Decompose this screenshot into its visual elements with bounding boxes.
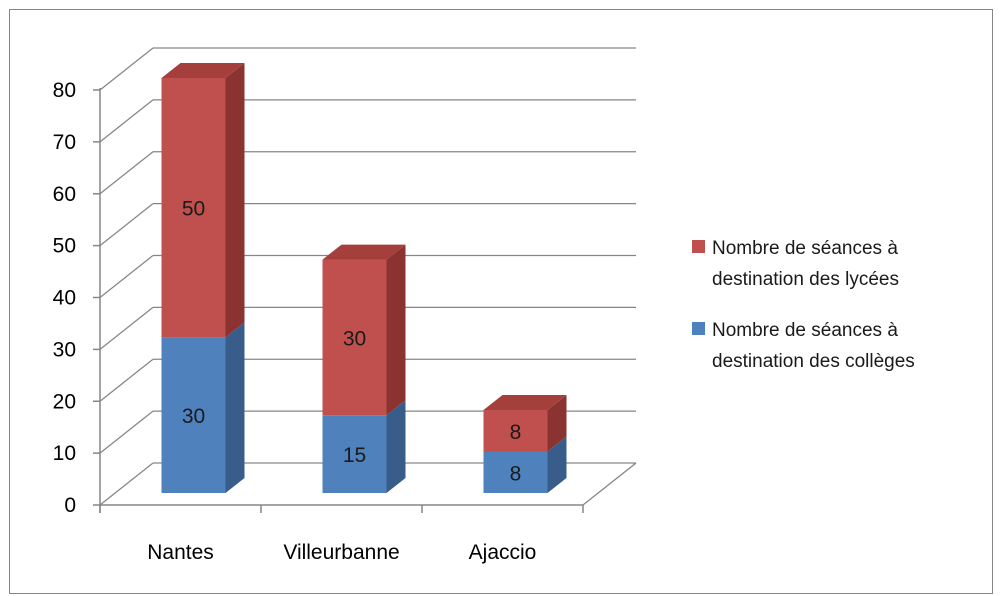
legend-label-s1-line0: Nombre de séances à (712, 238, 898, 259)
bar-villeurbanne-s0 (322, 415, 387, 493)
x-tick-labels: Nantes Villeurbanne Ajaccio (147, 541, 536, 564)
data-label-nantes-s0: 30 (182, 405, 205, 428)
data-label-ajaccio-s0: 8 (510, 462, 522, 485)
bar-side-villeurbanne-s1 (386, 244, 406, 416)
chart-bars (161, 63, 567, 493)
y-tick-labels: 0 10 20 30 40 50 60 70 80 (53, 79, 76, 517)
grid-diagonal-6 (99, 151, 154, 195)
legend-swatch-s0 (692, 322, 705, 335)
bar-ajaccio-s1 (483, 410, 548, 452)
data-label-villeurbanne-s1: 30 (343, 327, 366, 350)
grid-diagonal-3 (99, 306, 154, 350)
grid-diagonal-4 (99, 254, 154, 299)
bar-side-ajaccio-s0 (547, 436, 567, 493)
legend-swatch-s1 (692, 240, 705, 253)
bar-top-ajaccio (483, 395, 567, 410)
bar-nantes-s1 (161, 78, 226, 338)
chart-legend: Nombre de séances à destination des lycée… (692, 238, 915, 372)
grid-diagonal-5 (99, 203, 154, 247)
bar-side-villeurbanne-s0 (386, 400, 406, 493)
data-labels: 30 50 15 30 8 8 (182, 198, 522, 486)
bar-top-nantes (161, 63, 245, 78)
data-label-nantes-s1: 50 (182, 198, 205, 221)
bar-side-nantes-s0 (225, 322, 245, 493)
y-tick-label-7: 70 (53, 131, 76, 154)
legend-label-s0-line0: Nombre de séances à (712, 320, 898, 341)
x-tick-label-nantes: Nantes (147, 541, 214, 564)
grid-diagonal-7 (99, 99, 154, 143)
grid-diagonal-8 (99, 47, 154, 91)
x-tick-label-villeurbanne: Villeurbanne (283, 541, 399, 564)
bar-ajaccio-s0 (483, 451, 548, 493)
y-tick-label-4: 40 (53, 287, 76, 310)
y-tick-label-3: 30 (53, 338, 76, 361)
data-label-villeurbanne-s0: 15 (343, 444, 366, 467)
grid-diagonal-1 (99, 410, 154, 454)
grid-diagonal-2 (99, 358, 154, 402)
y-tick-label-6: 60 (53, 183, 76, 206)
grid-diagonal-0 (99, 462, 154, 506)
y-tick-label-2: 20 (53, 390, 76, 413)
legend-label-s1-line1: destination des lycées (712, 269, 899, 290)
y-tick-label-5: 50 (53, 235, 76, 258)
floor-right-edge (582, 462, 637, 506)
bar-side-nantes-s1 (225, 63, 245, 338)
bar-villeurbanne-s1 (322, 259, 387, 416)
y-tick-label-1: 10 (53, 442, 76, 465)
bar-nantes-s0 (161, 337, 226, 493)
chart-axes (93, 88, 584, 513)
data-label-ajaccio-s1: 8 (510, 421, 522, 444)
bar-top-villeurbanne (322, 244, 406, 260)
legend-label-s0-line1: destination des collèges (712, 351, 915, 372)
y-tick-label-0: 0 (64, 494, 76, 517)
y-tick-label-8: 80 (53, 79, 76, 102)
bar-side-ajaccio-s1 (547, 395, 567, 452)
x-tick-label-ajaccio: Ajaccio (469, 541, 537, 564)
